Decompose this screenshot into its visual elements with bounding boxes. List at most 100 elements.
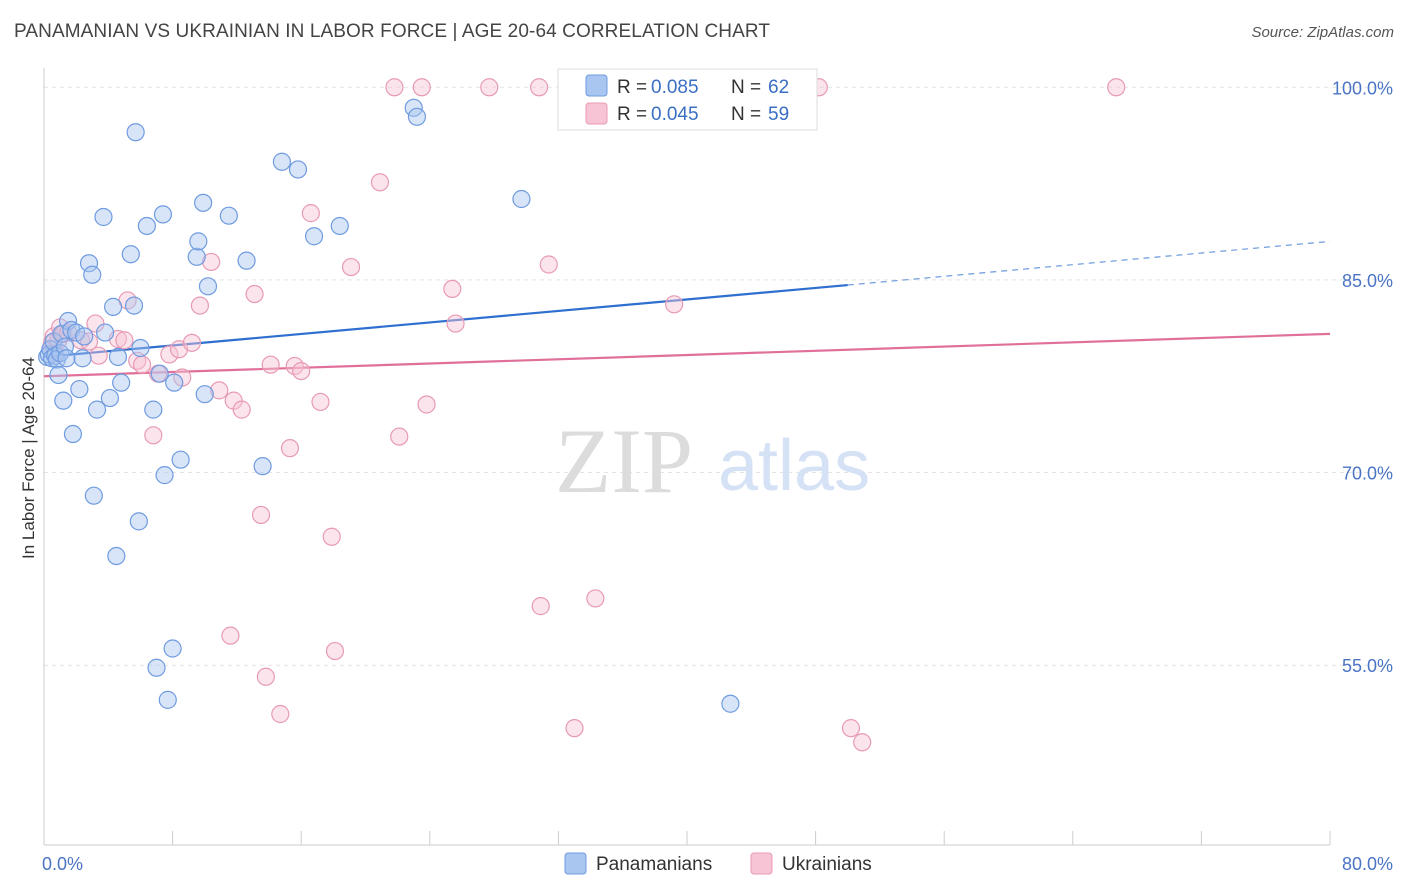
- panamanians-point: [304, 227, 324, 246]
- legend-bottom: Panamanians Ukrainians: [564, 852, 872, 875]
- panamanians-point: [155, 466, 174, 485]
- y-axis-label: In Labor Force | Age 20-64: [19, 357, 38, 559]
- panamanians-point: [187, 247, 206, 266]
- panamanians-point: [407, 107, 427, 126]
- panamanians-point: [721, 694, 740, 713]
- panamanians-point: [189, 232, 208, 251]
- panamanians-point: [73, 349, 92, 368]
- ukrainians-point: [853, 733, 872, 752]
- panamanians-point: [171, 450, 190, 469]
- bottom-legend-panamanians: Panamanians: [596, 854, 712, 875]
- panamanians-point: [253, 457, 272, 476]
- panamanians-point: [100, 388, 120, 408]
- ukrainians-point: [341, 257, 361, 277]
- panamanians-point: [70, 379, 89, 399]
- panamanians-trend-line: [43, 283, 848, 359]
- panamanians-point: [75, 327, 94, 346]
- ukrainians-point: [539, 255, 558, 274]
- ukrainians-point: [565, 719, 584, 738]
- panamanians-trend-extension: [847, 240, 1331, 286]
- legend-r-label-1: R =: [617, 77, 647, 98]
- panamanians-point: [49, 365, 68, 385]
- ukrainians-point: [480, 78, 499, 97]
- panamanians-point: [219, 206, 238, 225]
- bottom-legend-swatch-ukrainians: [750, 852, 773, 875]
- ukrainians-point: [412, 78, 431, 97]
- panamanians-point: [165, 373, 184, 392]
- ukrainians-point: [311, 392, 330, 412]
- legend-r-value-2: 0.045: [651, 104, 699, 125]
- panamanians-point: [288, 160, 308, 179]
- panamanians-point: [124, 296, 144, 315]
- panamanians-point: [147, 658, 166, 677]
- ukrainians-point: [202, 252, 221, 272]
- bottom-legend-ukrainians: Ukrainians: [782, 854, 872, 875]
- watermark-zip: ZIP: [555, 410, 693, 512]
- panamanians-point: [237, 251, 256, 270]
- panamanians-point: [126, 123, 145, 142]
- legend-r-label-2: R =: [617, 104, 647, 125]
- ukrainians-point: [665, 295, 684, 314]
- legend-n-value-2: 59: [768, 104, 789, 125]
- panamanians-point: [150, 364, 169, 383]
- ukrainians-points: [41, 78, 1126, 752]
- panamanians-point: [112, 373, 131, 392]
- ukrainians-point: [79, 332, 99, 351]
- panamanians-point: [55, 337, 74, 356]
- panamanians-point: [84, 486, 103, 505]
- ukrainians-point: [160, 345, 179, 364]
- ukrainians-point: [446, 314, 465, 333]
- legend-n-label-1: N =: [731, 77, 761, 98]
- ukrainians-point: [280, 439, 300, 458]
- legend-n-label-2: N =: [731, 104, 761, 125]
- x-tick-label-max: 80.0%: [1342, 854, 1393, 874]
- tick-labels: 55.0% 70.0% 85.0% 100.0% 0.0% 80.0%: [42, 78, 1393, 874]
- ukrainians-point: [390, 427, 409, 446]
- y-tick-label-70: 70.0%: [1342, 464, 1393, 484]
- panamanians-points: [38, 98, 740, 713]
- axes: [43, 68, 1331, 846]
- panamanians-point: [87, 400, 107, 419]
- ukrainians-point: [586, 589, 605, 608]
- ukrainians-point: [322, 527, 341, 546]
- ukrainians-point: [301, 204, 320, 223]
- legend-r-value-1: 0.085: [651, 77, 699, 98]
- y-tick-label-100: 100.0%: [1332, 78, 1393, 98]
- panamanians-point: [94, 207, 113, 227]
- legend-n-value-1: 62: [768, 77, 789, 98]
- panamanians-point: [512, 189, 531, 209]
- panamanians-point: [153, 205, 173, 224]
- panamanians-point: [137, 216, 156, 236]
- ukrainians-point: [292, 361, 311, 381]
- panamanians-point: [195, 385, 214, 404]
- y-tick-label-85: 85.0%: [1342, 271, 1393, 291]
- ukrainians-point: [251, 505, 271, 525]
- ukrainians-point: [443, 279, 462, 298]
- panamanians-point: [108, 347, 128, 367]
- panamanians-point: [158, 690, 177, 709]
- panamanians-point: [330, 216, 349, 236]
- panamanians-point: [121, 245, 140, 264]
- ukrainians-point: [385, 78, 404, 97]
- panamanians-point: [272, 152, 292, 171]
- ukrainians-point: [271, 704, 290, 724]
- ukrainians-point: [256, 667, 275, 686]
- bottom-legend-swatch-panamanians: [564, 852, 587, 875]
- ukrainians-point: [531, 597, 550, 616]
- legend-top: R = 0.085 N = 62 R = 0.045 N = 59: [557, 68, 818, 131]
- panamanians-point: [95, 323, 115, 342]
- ukrainians-trend-line: [43, 332, 1331, 378]
- ukrainians-point: [182, 333, 201, 352]
- ukrainians-point: [261, 355, 280, 374]
- ukrainians-point: [841, 719, 861, 738]
- ukrainians-point: [245, 284, 264, 304]
- panamanians-point: [198, 277, 218, 296]
- panamanians-point: [107, 546, 126, 566]
- ukrainians-point: [210, 381, 229, 400]
- ukrainians-point: [89, 346, 108, 365]
- ukrainians-point: [417, 395, 436, 414]
- panamanians-point: [104, 297, 123, 316]
- panamanians-point: [54, 391, 73, 410]
- ukrainians-point: [370, 173, 390, 192]
